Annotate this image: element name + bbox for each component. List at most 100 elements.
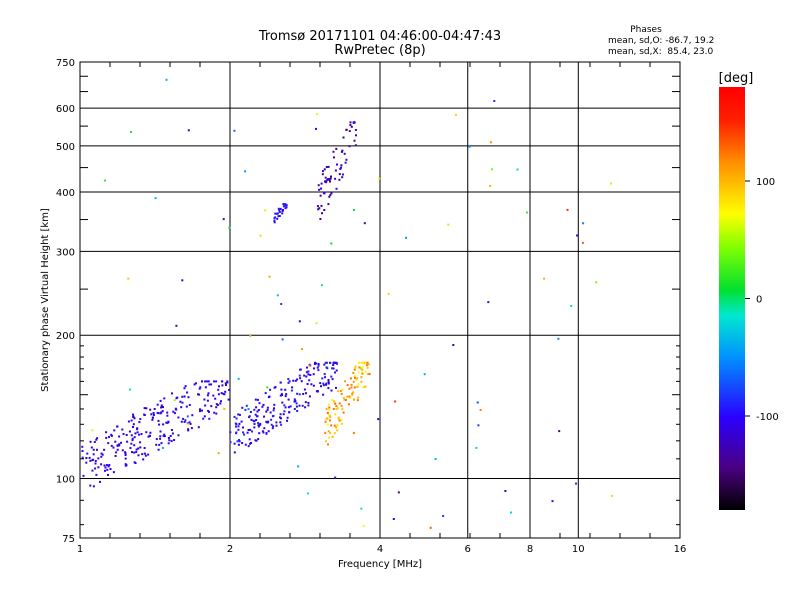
data-point	[247, 408, 250, 411]
data-point	[249, 411, 252, 413]
data-point	[274, 386, 277, 389]
data-point	[92, 453, 95, 456]
data-point	[454, 113, 457, 116]
data-point	[322, 393, 325, 396]
data-point	[125, 464, 128, 467]
data-point	[106, 468, 109, 471]
colorbar-label: [deg]	[719, 71, 754, 86]
data-point	[282, 203, 285, 206]
data-point	[134, 432, 137, 435]
data-point	[303, 388, 306, 391]
data-point	[104, 469, 106, 472]
data-point	[341, 149, 344, 152]
data-point	[307, 404, 310, 407]
data-point	[358, 361, 360, 364]
data-point	[187, 429, 190, 432]
y-tick-label: 600	[56, 104, 75, 115]
data-point	[143, 413, 146, 416]
data-point	[138, 433, 141, 436]
data-point	[221, 384, 224, 387]
data-point	[183, 387, 186, 390]
data-point	[324, 432, 327, 435]
data-point	[233, 442, 236, 445]
data-point	[351, 394, 354, 397]
data-point	[327, 165, 330, 168]
data-point	[340, 166, 342, 169]
data-point	[355, 134, 357, 137]
data-point	[328, 436, 331, 439]
data-point	[337, 416, 340, 419]
data-point	[334, 177, 337, 180]
data-point	[160, 404, 163, 407]
data-point	[331, 435, 334, 438]
data-point	[112, 471, 115, 474]
data-point	[328, 195, 331, 198]
data-point	[319, 218, 322, 220]
data-point	[543, 277, 546, 280]
data-point	[89, 484, 92, 487]
data-point	[348, 130, 351, 133]
data-point	[394, 400, 397, 403]
data-point	[353, 375, 356, 378]
data-point	[274, 212, 277, 215]
data-point	[276, 217, 279, 220]
data-point	[158, 443, 161, 446]
data-point	[245, 404, 248, 407]
data-point	[204, 404, 207, 407]
data-point	[279, 413, 282, 416]
data-point	[378, 177, 381, 180]
data-point	[244, 408, 247, 411]
data-point	[169, 435, 172, 437]
data-point	[268, 275, 271, 278]
data-point	[280, 392, 283, 395]
data-point	[152, 412, 155, 414]
data-point	[273, 219, 276, 222]
data-point	[224, 382, 227, 385]
data-point	[97, 457, 100, 460]
data-point	[254, 439, 257, 442]
data-point	[199, 410, 201, 413]
data-point	[336, 428, 339, 431]
data-point	[352, 431, 355, 434]
data-point	[166, 411, 169, 414]
y-tick-label: 100	[56, 475, 75, 486]
data-point	[137, 454, 140, 457]
data-point	[227, 398, 230, 401]
data-point	[91, 429, 94, 432]
x-tick-label: 4	[377, 544, 383, 555]
data-point	[148, 434, 151, 437]
data-point	[340, 164, 343, 167]
data-point	[254, 413, 257, 416]
data-point	[332, 364, 335, 366]
x-tick-label: 1	[77, 544, 83, 555]
data-point	[204, 380, 207, 383]
data-point	[611, 494, 614, 497]
data-point	[334, 476, 337, 479]
data-point	[228, 389, 231, 391]
data-point	[133, 436, 136, 439]
data-point	[147, 435, 150, 438]
data-point	[186, 391, 189, 394]
data-point	[558, 430, 561, 433]
data-point	[277, 207, 280, 210]
data-point	[356, 377, 359, 380]
data-point	[321, 212, 323, 215]
data-point	[326, 417, 328, 420]
data-point	[476, 401, 479, 404]
data-point	[223, 407, 226, 410]
data-point	[95, 438, 98, 441]
data-point	[149, 408, 152, 411]
data-point	[151, 416, 154, 419]
data-point	[92, 485, 95, 488]
data-point	[133, 461, 136, 464]
data-point	[292, 379, 295, 382]
data-point	[233, 451, 236, 454]
data-point	[247, 445, 250, 448]
data-point	[377, 418, 380, 421]
data-point	[339, 390, 342, 392]
data-point	[132, 426, 134, 428]
data-point	[352, 398, 355, 401]
data-point	[186, 423, 189, 426]
data-point	[281, 209, 284, 211]
colorbar	[719, 87, 745, 510]
